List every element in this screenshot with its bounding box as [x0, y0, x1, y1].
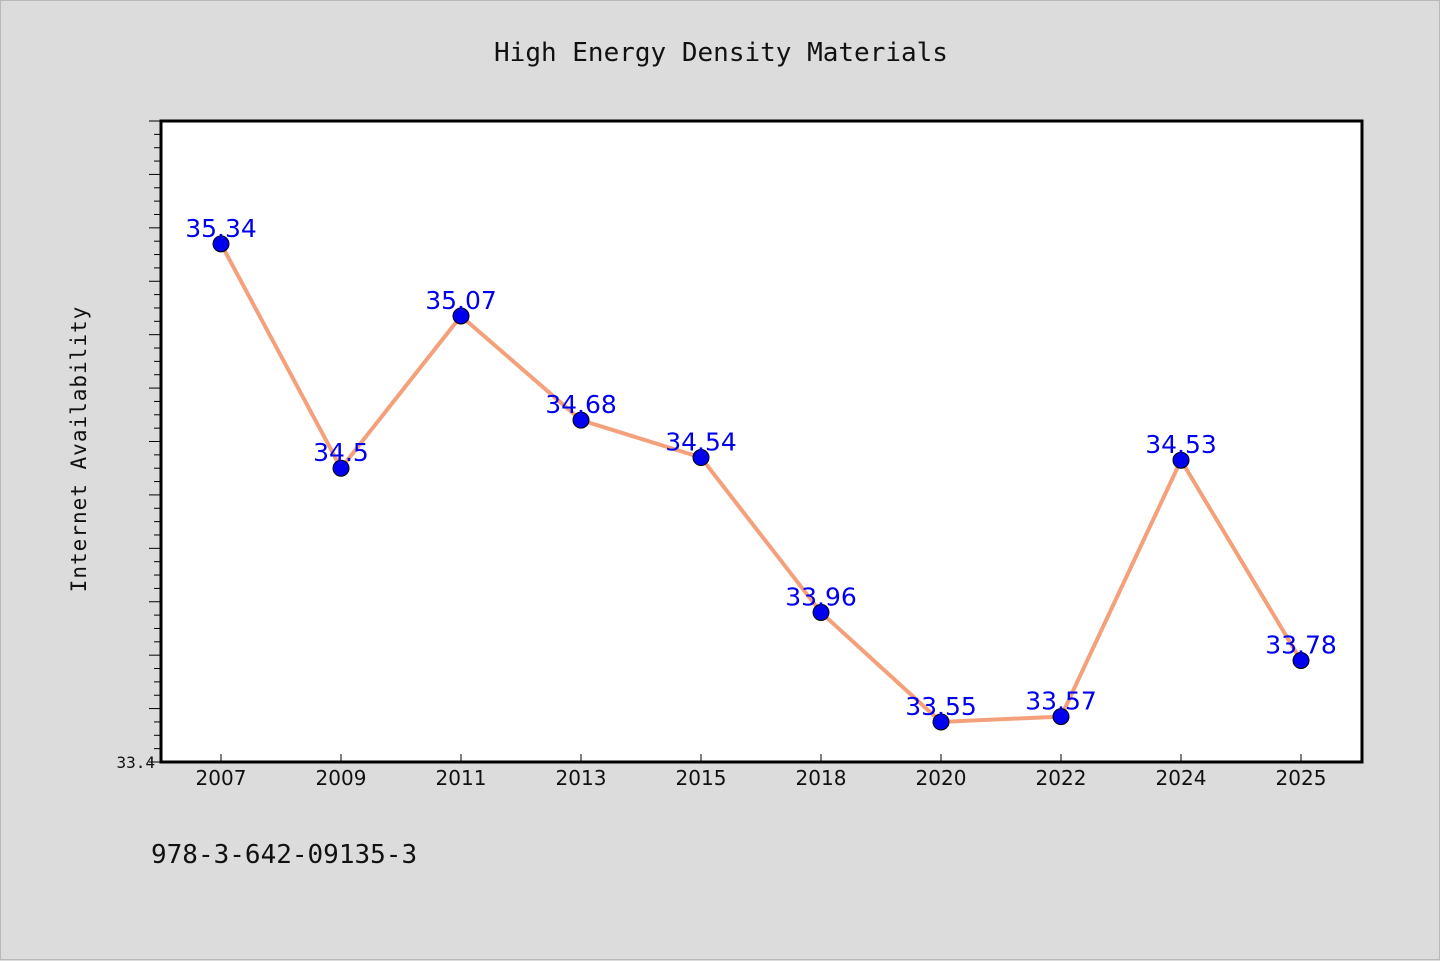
x-tick-label: 2024	[1156, 766, 1207, 790]
data-label: 33.96	[785, 582, 857, 611]
data-point	[212, 235, 230, 253]
data-point	[812, 603, 830, 621]
y-tick-label: 33.4	[116, 753, 155, 772]
chart-title: High Energy Density Materials	[494, 38, 948, 68]
x-tick-label: 2022	[1036, 766, 1087, 790]
data-label: 33.55	[905, 692, 977, 721]
data-point	[452, 307, 470, 325]
x-tick-label: 2020	[916, 766, 967, 790]
data-label: 34.68	[545, 390, 617, 419]
data-label: 34.53	[1145, 430, 1217, 459]
data-points	[212, 235, 1310, 731]
x-tick-label: 2011	[436, 766, 487, 790]
x-tick-label: 2018	[796, 766, 847, 790]
y-axis-label: Internet Availability	[67, 306, 91, 593]
data-label: 33.57	[1025, 687, 1097, 716]
series-line	[219, 242, 1303, 724]
data-label: 34.5	[313, 438, 369, 467]
data-point	[332, 459, 350, 477]
data-point	[1052, 708, 1070, 726]
x-tick-label: 2007	[196, 766, 247, 790]
x-axis-ticks: 2007 2009 2011 2013 2015 2018 2020 2022 2024 2025	[196, 754, 1327, 790]
data-labels: 35.34 34.5 35.07 34.68 34.54 33.96 33.55 33.57 3…	[185, 214, 1337, 721]
x-tick-label: 2015	[676, 766, 727, 790]
x-tick-label: 2025	[1276, 766, 1327, 790]
data-point	[1292, 652, 1310, 670]
y-axis-ticks: 33.4	[116, 120, 161, 772]
data-point	[692, 449, 710, 467]
x-tick-label: 2013	[556, 766, 607, 790]
data-label: 33.78	[1265, 631, 1337, 660]
isbn-text: 978-3-642-09135-3	[151, 840, 417, 870]
data-label: 35.34	[185, 214, 257, 243]
data-point	[932, 713, 950, 731]
data-point	[1172, 451, 1190, 469]
data-label: 34.54	[665, 428, 737, 457]
data-point	[572, 411, 590, 429]
x-tick-label: 2009	[316, 766, 367, 790]
data-label: 35.07	[425, 286, 497, 315]
